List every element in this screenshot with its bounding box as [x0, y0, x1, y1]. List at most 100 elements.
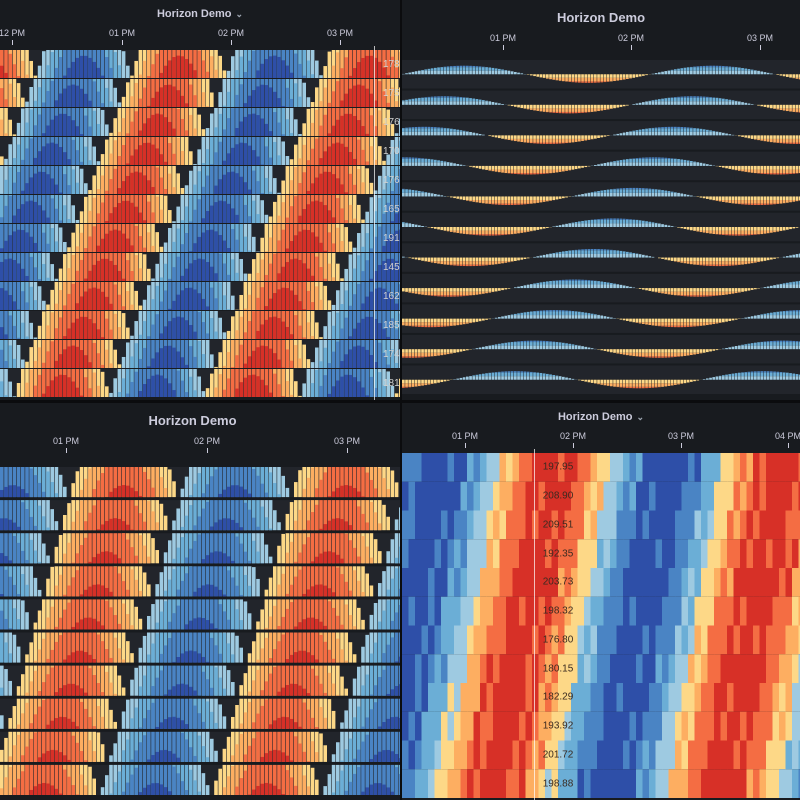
horizon-bar [562, 165, 565, 170]
horizon-bar [142, 123, 147, 136]
horizon-bar [584, 74, 588, 78]
horizon-bar [373, 369, 378, 397]
horizon-bar [533, 142, 536, 144]
horizon-bar [130, 253, 134, 281]
chevron-down-icon[interactable]: ⌄ [235, 9, 244, 19]
horizon-bar [96, 91, 101, 107]
horizon-bar [786, 311, 789, 316]
horizon-bar [706, 378, 709, 380]
horizon-bar [488, 318, 492, 320]
horizon-bar [754, 342, 757, 346]
horizon-bar [725, 288, 728, 292]
horizon-bar [264, 319, 269, 339]
horizon-bar [728, 264, 732, 266]
horizon-bar [558, 280, 562, 281]
horizon-bar [613, 253, 616, 258]
horizon-bar [792, 311, 796, 316]
horizon-bar [16, 383, 21, 397]
horizon-bar [75, 182, 80, 194]
horizon-bar [310, 74, 315, 78]
horizon-bar [549, 376, 552, 380]
horizon-bar [709, 97, 712, 98]
horizon-bar [779, 74, 783, 76]
horizon-bar [130, 75, 134, 78]
horizon-bar [357, 345, 361, 368]
horizon-bar [172, 166, 176, 194]
horizon-bar [117, 294, 122, 310]
horizon-bar [130, 96, 134, 107]
horizon-bar [622, 74, 626, 78]
horizon-bar [658, 189, 661, 193]
horizon-bar [344, 93, 348, 107]
horizon-bar [642, 131, 645, 136]
horizon-bar [629, 158, 632, 163]
horizon-bar [565, 138, 568, 143]
horizon-bar [706, 96, 709, 98]
horizon-bar [798, 111, 800, 113]
horizon-bar [757, 200, 760, 204]
horizon-bar [581, 379, 584, 381]
horizon-bar [348, 173, 353, 194]
horizon-bar [319, 125, 323, 136]
horizon-bar [581, 77, 584, 82]
horizon-bar [475, 261, 479, 265]
horizon-chart-1[interactable] [0, 50, 400, 398]
horizon-bar [498, 257, 501, 262]
horizon-bar [260, 259, 264, 281]
horizon-bar [117, 392, 122, 397]
horizon-bar [84, 55, 88, 78]
horizon-bar [369, 115, 374, 136]
horizon-bar [440, 96, 444, 98]
horizon-bar [184, 364, 189, 368]
horizon-bar [626, 104, 629, 106]
horizon-bar [434, 291, 437, 296]
horizon-bar [21, 159, 25, 165]
horizon-bar [399, 118, 400, 136]
horizon-bar [172, 128, 176, 136]
horizon-bar [504, 261, 508, 263]
horizon-bar [718, 234, 722, 235]
horizon-chart-2[interactable] [402, 60, 800, 396]
horizon-bar [0, 261, 4, 281]
horizon-bar [147, 336, 151, 339]
horizon-bar [632, 74, 636, 78]
horizon-bar [754, 165, 757, 170]
horizon-bar [555, 74, 559, 78]
horizon-bar [29, 369, 33, 397]
panel-title[interactable]: Horizon Demo ⌄ [0, 8, 400, 20]
horizon-bar [699, 70, 703, 75]
horizon-bar [754, 227, 757, 231]
horizon-bar [315, 60, 319, 78]
horizon-bar [613, 218, 616, 220]
horizon-bar [555, 196, 559, 200]
horizon-bar [642, 318, 645, 323]
horizon-bar [616, 284, 620, 289]
horizon-bar [504, 342, 508, 346]
horizon-bar [315, 177, 319, 194]
horizon-bar [744, 196, 748, 201]
horizon-bar [424, 356, 428, 358]
horizon-bar [218, 179, 222, 194]
horizon-bar [693, 101, 696, 105]
horizon-bar [728, 347, 732, 350]
horizon-bar [319, 282, 323, 310]
horizon-bar [475, 66, 479, 68]
horizon-bar [357, 62, 361, 78]
horizon-bar [180, 187, 185, 194]
horizon-bar [562, 111, 565, 114]
horizon-bar [58, 268, 63, 281]
horizon-bar [766, 72, 770, 75]
horizon-bar [642, 189, 645, 193]
horizon-bar [779, 196, 783, 201]
horizon-bar [443, 227, 447, 231]
horizon-bar [434, 131, 437, 136]
horizon-bar [546, 169, 549, 174]
horizon-bar [159, 301, 164, 310]
horizon-bar [214, 298, 218, 310]
horizon-bar [373, 253, 378, 281]
horizon-bar [8, 258, 12, 281]
horizon-bar [294, 83, 298, 107]
horizon-bar [414, 322, 418, 326]
horizon-bar [709, 288, 712, 292]
horizon-bar [421, 191, 424, 193]
